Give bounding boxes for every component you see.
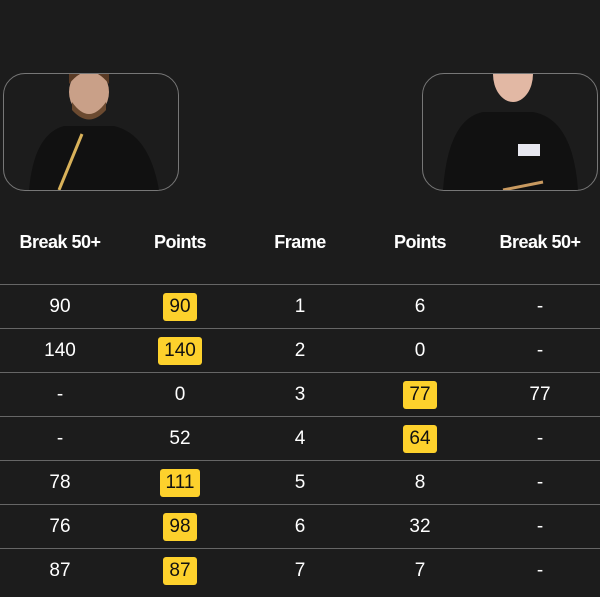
frame-number-cell: 1 (240, 285, 360, 328)
points-right-value: 32 (409, 515, 431, 537)
break-left-value: - (56, 383, 64, 405)
points-left-cell: 90 (120, 285, 240, 328)
break-right-cell: 77 (480, 373, 600, 416)
points-left-value: 111 (159, 468, 201, 497)
frame-number-cell: 2 (240, 329, 360, 372)
break-right-cell: - (480, 549, 600, 592)
points-left-value: 98 (163, 512, 197, 541)
break-left-value: - (56, 427, 64, 449)
frame-number-value: 5 (294, 471, 306, 493)
frame-number-value: 4 (294, 427, 306, 449)
points-left-cell: 52 (120, 417, 240, 460)
points-left-value: 87 (163, 556, 197, 585)
points-right-value: 7 (414, 559, 426, 581)
points-left-value: 0 (174, 383, 186, 405)
break-left-cell: - (0, 417, 120, 460)
points-right-value: 0 (414, 339, 426, 361)
header-points-left: Points (153, 231, 207, 252)
header-break-right: Break 50+ (499, 231, 581, 252)
break-left-cell: 90 (0, 285, 120, 328)
frames-table: 90 90 1 6-140 140 2 0- -0 3 77 77-52 4 64-78 111 5 8-76… (0, 284, 600, 592)
break-right-cell: - (480, 417, 600, 460)
points-left-cell: 87 (120, 549, 240, 592)
break-left-value: 90 (49, 295, 71, 317)
break-left-cell: 87 (0, 549, 120, 592)
points-left-value: 140 (158, 336, 202, 365)
points-left-cell: 111 (120, 461, 240, 504)
break-right-value: - (536, 427, 544, 449)
points-left-value: 90 (163, 292, 197, 321)
frame-number-value: 1 (294, 295, 306, 317)
table-row: 87 87 7 7 - (0, 548, 600, 592)
frame-number-cell: 6 (240, 505, 360, 548)
player-right-photo (422, 73, 598, 191)
frame-number-cell: 7 (240, 549, 360, 592)
table-header: Break 50+ Points Frame Points Break 50+ (0, 220, 600, 264)
table-row: 76 98 6 32 - (0, 504, 600, 548)
table-row: - 0 3 77 77 (0, 372, 600, 416)
break-right-cell: - (480, 329, 600, 372)
frame-number-value: 7 (294, 559, 306, 581)
header-points-right: Points (393, 231, 447, 252)
break-right-value: - (536, 295, 544, 317)
break-right-cell: - (480, 461, 600, 504)
header-break-left: Break 50+ (19, 231, 101, 252)
break-left-cell: 140 (0, 329, 120, 372)
break-right-value: - (536, 471, 544, 493)
points-right-value: 8 (414, 471, 426, 493)
table-row: 78 111 5 8 - (0, 460, 600, 504)
points-left-cell: 0 (120, 373, 240, 416)
break-right-value: - (536, 339, 544, 361)
points-left-cell: 140 (120, 329, 240, 372)
frame-number-cell: 3 (240, 373, 360, 416)
break-left-cell: 78 (0, 461, 120, 504)
points-right-cell: 8 (360, 461, 480, 504)
table-row: 90 90 1 6 - (0, 284, 600, 328)
frame-number-value: 2 (294, 339, 306, 361)
points-right-value: 6 (414, 295, 426, 317)
break-left-value: 140 (44, 339, 76, 361)
points-left-cell: 98 (120, 505, 240, 548)
points-left-value: 52 (169, 427, 191, 449)
points-right-value: 77 (403, 380, 437, 409)
frame-number-value: 3 (294, 383, 306, 405)
break-right-cell: - (480, 505, 600, 548)
points-right-cell: 77 (360, 373, 480, 416)
points-right-cell: 32 (360, 505, 480, 548)
frame-number-cell: 5 (240, 461, 360, 504)
points-right-cell: 6 (360, 285, 480, 328)
points-right-value: 64 (403, 424, 437, 453)
break-left-cell: - (0, 373, 120, 416)
break-right-cell: - (480, 285, 600, 328)
frame-number-value: 6 (294, 515, 306, 537)
table-row: - 52 4 64 - (0, 416, 600, 460)
break-right-value: - (536, 559, 544, 581)
break-left-cell: 76 (0, 505, 120, 548)
points-right-cell: 64 (360, 417, 480, 460)
player-left-photo (3, 73, 179, 191)
points-right-cell: 7 (360, 549, 480, 592)
header-frame: Frame (274, 231, 326, 252)
frame-number-cell: 4 (240, 417, 360, 460)
table-row: 140 140 2 0 - (0, 328, 600, 372)
break-left-value: 76 (49, 515, 71, 537)
break-right-value: 77 (529, 383, 551, 405)
break-left-value: 87 (49, 559, 71, 581)
break-left-value: 78 (49, 471, 71, 493)
points-right-cell: 0 (360, 329, 480, 372)
break-right-value: - (536, 515, 544, 537)
